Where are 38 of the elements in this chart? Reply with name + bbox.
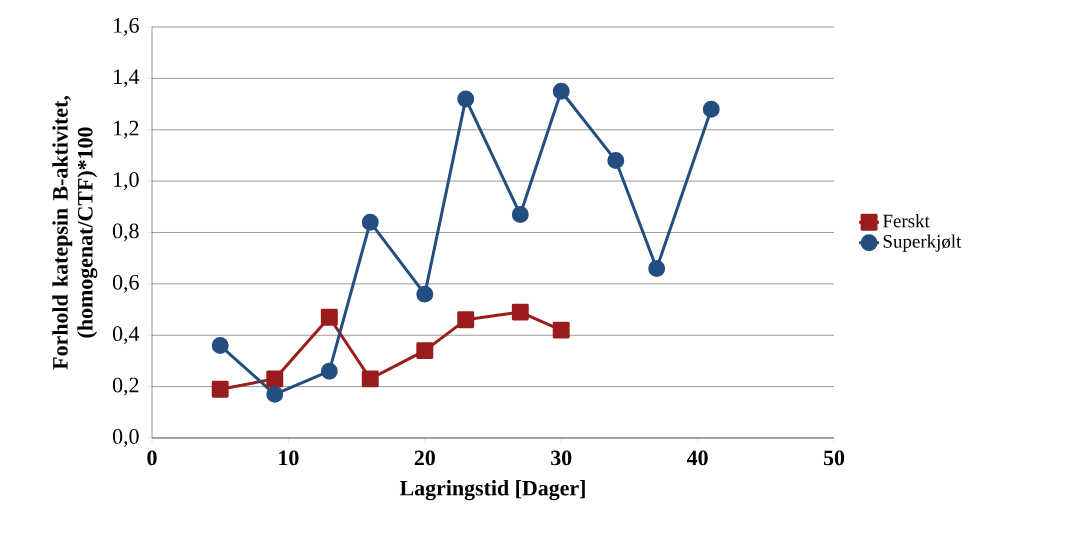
point [416,285,434,303]
y-axis-title: Forhold katepsin B-aktivitet, (homogenat/CTF)*100 [52,96,98,370]
y-tick-label: 1,4 [114,69,140,88]
x-tick-label: 0 [147,450,157,466]
x-tick-label: 20 [414,450,435,466]
legend-label: Ferskt [883,214,930,228]
point [607,152,625,170]
point [361,213,379,231]
y-tick-label: 0,0 [112,429,139,447]
point [361,370,379,388]
point [511,303,529,321]
y-tick-label: 1,6 [114,18,139,36]
y-tick-label: 0,8 [112,223,139,242]
point [320,308,338,326]
y-tick-label: 1,2 [114,120,139,139]
point [552,82,570,100]
point [211,380,229,398]
point [457,311,475,329]
point [457,90,475,108]
x-tick-label: 30 [551,450,572,466]
point [552,321,570,339]
point [511,206,529,223]
y-tick-label: 0,4 [112,326,140,345]
point [211,337,229,354]
x-tick-label: 40 [686,450,708,466]
x-axis-title: Lagringstid [Dager] [399,480,585,501]
y-tick-label: 0,2 [112,377,139,396]
point [416,342,434,360]
point [266,385,284,403]
x-tick-label: 10 [279,450,299,466]
legend-label: Superkjølt [883,234,962,252]
point [702,100,720,118]
point [266,370,284,388]
y-tick-label: 0,6 [112,274,139,293]
y-tick-label: 1,0 [114,172,139,191]
point [320,362,338,380]
point [648,259,666,277]
x-tick-label: 50 [823,450,845,466]
